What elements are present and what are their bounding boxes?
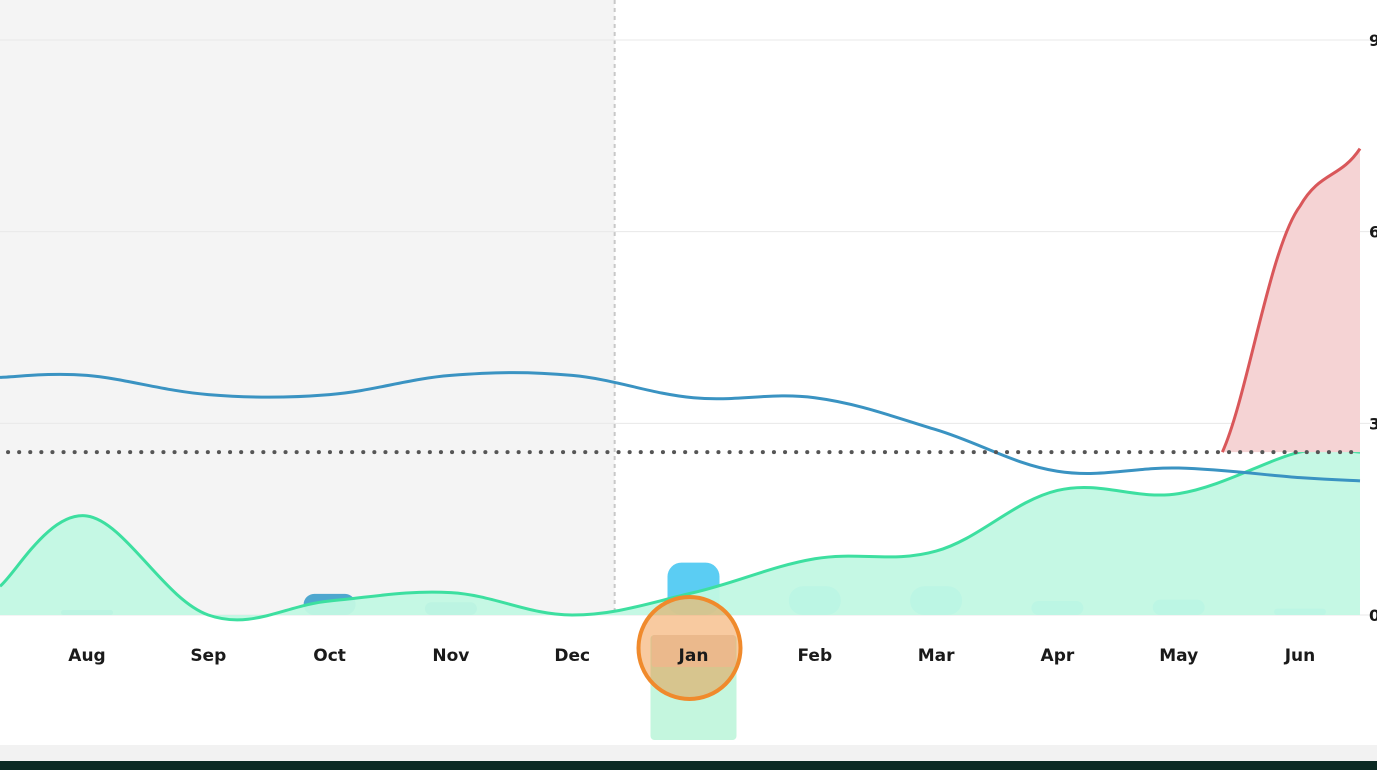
red-series xyxy=(1221,147,1362,453)
month-label-apr: Apr xyxy=(1041,646,1075,666)
green-area xyxy=(0,448,1360,620)
red-area xyxy=(1222,148,1360,453)
forecast-chart: Aug Sep Oct Nov Dec Jan Feb Mar Apr May Jun 9 6 3 0 xyxy=(0,0,1377,740)
blue-line-series xyxy=(0,371,1361,483)
x-axis-labels: Aug Sep Oct Nov Dec Jan Feb Mar Apr May Jun xyxy=(68,646,1315,666)
y-tick-0: 0 xyxy=(1369,606,1377,625)
gridlines xyxy=(0,39,1370,616)
footer-bar xyxy=(0,761,1377,770)
selected-label-background xyxy=(651,635,736,667)
month-label-aug: Aug xyxy=(68,646,105,666)
past-period-background xyxy=(0,0,615,615)
green-series xyxy=(0,447,1361,622)
green-line xyxy=(0,447,1361,622)
month-label-oct: Oct xyxy=(313,646,346,666)
red-line xyxy=(1221,147,1362,453)
footer-band xyxy=(0,745,1377,761)
month-label-dec: Dec xyxy=(554,646,590,666)
y-axis-labels: 9 6 3 0 xyxy=(1369,31,1377,625)
month-label-feb: Feb xyxy=(797,646,832,666)
selected-month-highlight[interactable] xyxy=(636,595,743,740)
month-label-sep: Sep xyxy=(190,646,226,666)
month-label-nov: Nov xyxy=(432,646,469,666)
month-label-jun: Jun xyxy=(1284,646,1316,666)
month-label-may: May xyxy=(1159,646,1198,666)
y-tick-6: 6 xyxy=(1369,223,1377,242)
y-tick-9: 9 xyxy=(1369,31,1377,50)
month-label-jan: Jan xyxy=(678,646,709,666)
month-label-mar: Mar xyxy=(918,646,955,666)
y-tick-3: 3 xyxy=(1369,414,1377,433)
